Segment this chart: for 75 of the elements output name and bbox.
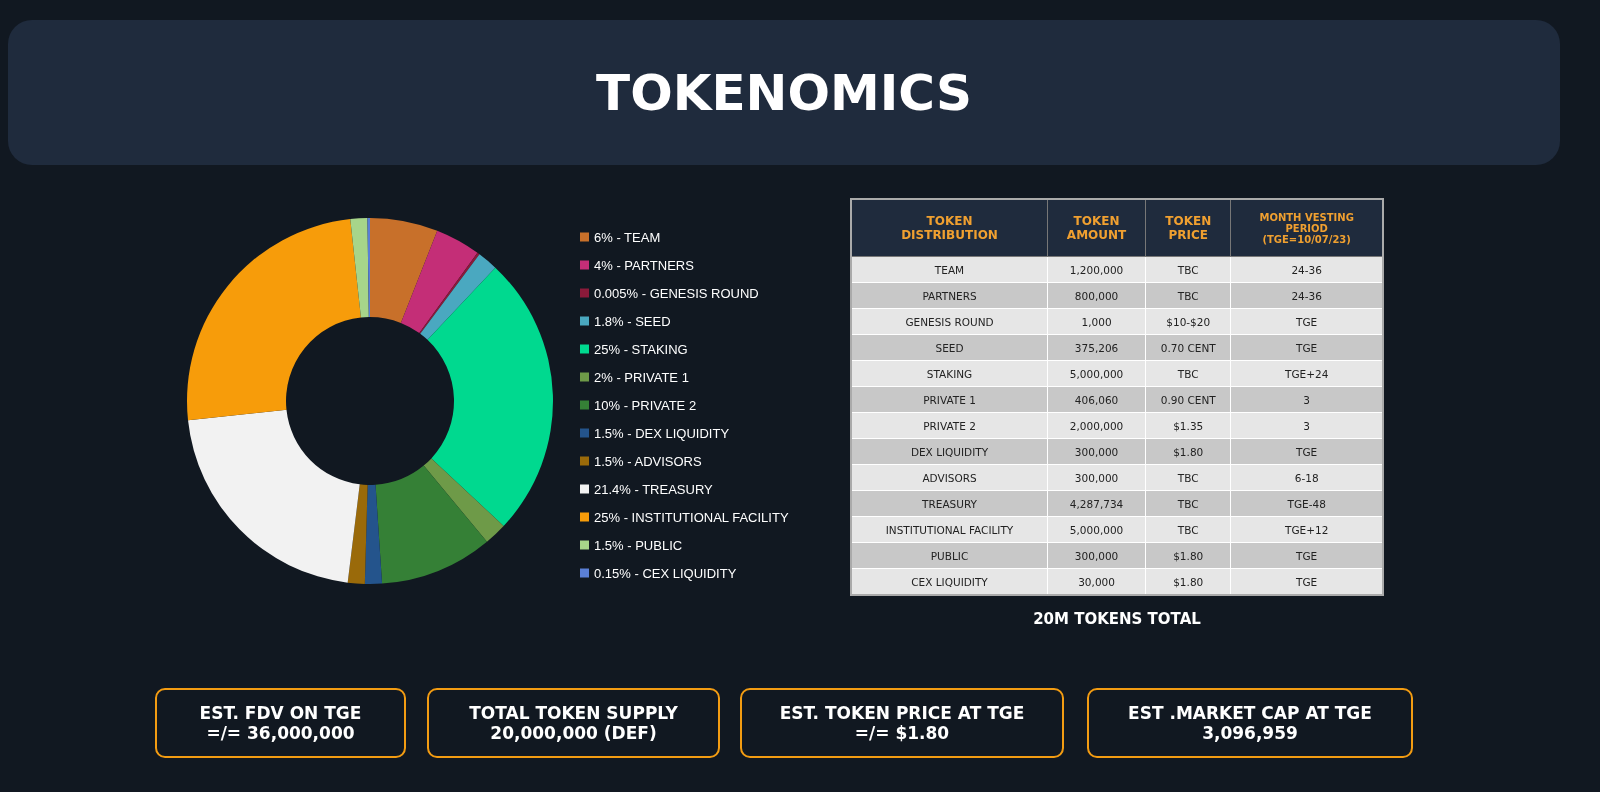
legend-label: 25% - INSTITUTIONAL FACILITY [594,509,789,525]
text: TGE [1296,315,1318,328]
text: TGE-48 [1287,497,1326,510]
text: EST .MARKET CAP AT TGE 3,096,959 [1087,688,1413,758]
text: $1.35 [1173,419,1204,432]
text: 5,000,000 [1069,367,1124,380]
legend-label: 1.5% - PUBLIC [594,537,683,553]
text: TBC [1177,263,1199,276]
text: TGE [1296,549,1318,562]
text: TBC [1177,289,1199,302]
text: STAKING [926,367,973,380]
legend-label: 1.8% - SEED [594,313,671,329]
text: 300,000 [1074,471,1119,484]
category-label: TOKEN DISTRIBUTION [851,199,1048,257]
legend-label: 1.5% - DEX LIQUIDITY [594,425,730,441]
text: 300,000 [1074,445,1119,458]
text: 30,000 [1078,575,1115,588]
text: 800,000 [1074,289,1119,302]
text: 24-36 [1291,289,1322,302]
text: TOTAL TOKEN SUPPLY 20,000,000 (DEF) [427,688,720,758]
text: TGE+12 [1284,523,1329,536]
legend-label: 21.4% - TREASURY [594,481,714,497]
text: 6-18 [1294,471,1319,484]
text: INSTITUTIONAL FACILITY [885,523,1014,536]
category-label: TOKEN AMOUNT [1047,199,1146,257]
text: TBC [1177,497,1199,510]
text: SEED [935,341,964,354]
text: DEX LIQUIDITY [910,445,989,458]
legend-label: 4% - PARTNERS [594,257,695,273]
text: TGE [1296,341,1318,354]
legend-label: 10% - PRIVATE 2 [594,397,697,413]
text: 0.90 CENT [1160,393,1216,406]
text: 20M TOKENS TOTAL [1032,610,1202,628]
text: TREASURY [922,497,977,510]
text: PUBLIC [930,549,969,562]
legend-label: 2% - PRIVATE 1 [594,369,689,385]
text: TGE [1296,445,1318,458]
legend-label: 0.005% - GENESIS ROUND [594,285,759,301]
text: $1.80 [1173,549,1204,562]
text: TGE [1296,575,1318,588]
text: $1.80 [1173,445,1204,458]
text: 24-36 [1291,263,1322,276]
text: 4,287,734 [1069,497,1124,510]
text: PRIVATE 1 [923,393,976,406]
text: TBC [1177,367,1199,380]
chart-title: TOKENOMICS [8,20,1560,165]
text: 3 [1303,419,1310,432]
text: 5,000,000 [1069,523,1124,536]
category-label: TOKEN PRICE [1145,199,1231,257]
text: EST. TOKEN PRICE AT TGE =/= $1.80 [740,688,1064,758]
text: TGE+24 [1284,367,1329,380]
text: 300,000 [1074,549,1119,562]
text: TEAM [934,263,965,276]
text: CEX LIQUIDITY [911,575,988,588]
text: $1.80 [1173,575,1204,588]
text: 375,206 [1074,341,1119,354]
text: TBC [1177,471,1199,484]
text: 1,000 [1081,315,1112,328]
text: 2,000,000 [1069,419,1124,432]
text: TBC [1177,523,1199,536]
text: 406,060 [1074,393,1119,406]
legend-label: 6% - TEAM [594,229,661,245]
text: ADVISORS [922,471,977,484]
text: EST. FDV ON TGE =/= 36,000,000 [155,688,406,758]
text: GENESIS ROUND [905,315,994,328]
text: PARTNERS [922,289,977,302]
text: PRIVATE 2 [923,419,976,432]
text: 1,200,000 [1069,263,1124,276]
text: $10-$20 [1166,315,1211,328]
legend-label: 25% - STAKING [594,341,688,357]
legend-label: 1.5% - ADVISORS [594,453,702,469]
category-label: MONTH VESTING PERIOD (TGE=10/07/23) [1230,199,1383,257]
text: 3 [1303,393,1310,406]
text: 0.70 CENT [1160,341,1216,354]
legend-label: 0.15% - CEX LIQUIDITY [594,565,737,581]
